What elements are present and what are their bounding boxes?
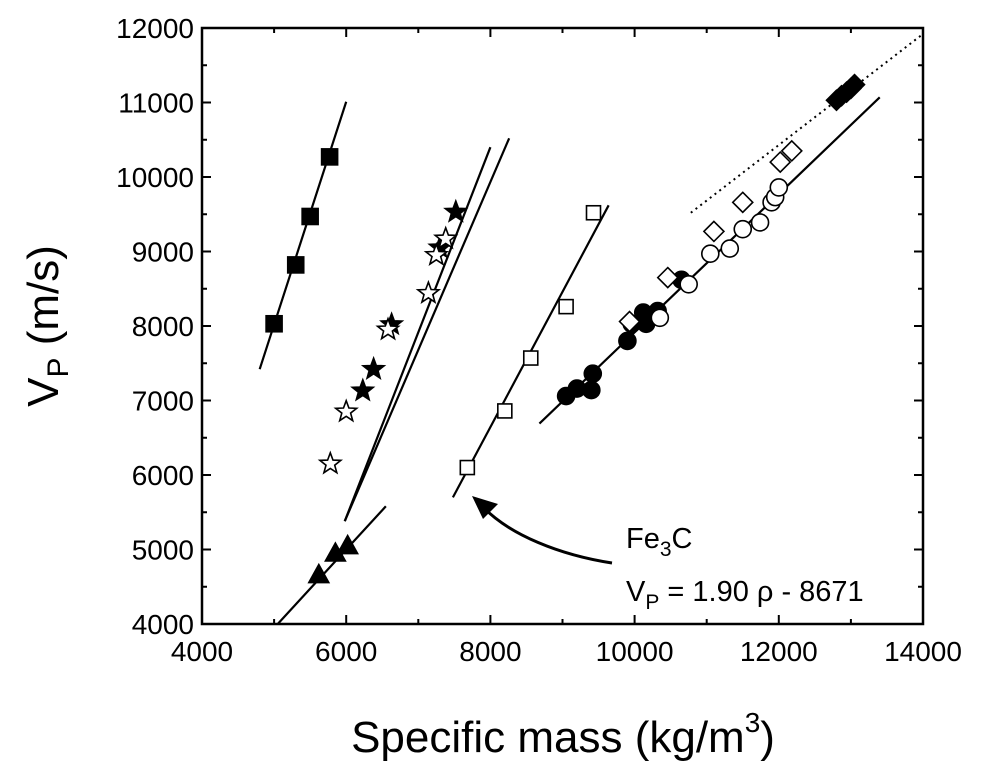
- y-axis-title-main: V: [19, 377, 68, 407]
- square-marker-filled: [320, 148, 339, 166]
- formula-subscript: 3: [660, 538, 672, 561]
- x-axis-title-superscript: 3: [745, 707, 761, 738]
- y-tick-label: 10000: [116, 162, 194, 193]
- square-marker-open: [558, 298, 574, 315]
- ticks-layer: 4000 6000 8000 10000 12000 14000 4000 5000 6000 7…: [116, 13, 962, 667]
- y-axis-title-tail: (m/s): [19, 245, 68, 357]
- star-marker-open: [317, 450, 344, 475]
- circle-marker-filled: [583, 364, 603, 383]
- fit-line: [343, 137, 511, 522]
- annotation-equation: VP = 1.90 ρ - 8671: [626, 576, 864, 614]
- markers-layer: [265, 73, 866, 584]
- circle-marker-filled: [582, 380, 601, 400]
- diamond-marker-open: [656, 266, 679, 289]
- diamond-marker-filled: [843, 73, 866, 96]
- y-tick-label: 11000: [118, 88, 194, 119]
- star-marker-filled: [443, 198, 469, 223]
- fit-lines-layer: [258, 33, 924, 625]
- equation-rhs: = 1.90 ρ - 8671: [659, 576, 863, 608]
- y-tick-label: 7000: [132, 386, 194, 417]
- star-marker-filled: [350, 377, 376, 402]
- star-marker-open: [433, 225, 459, 250]
- star-marker-filled: [360, 355, 387, 380]
- annotation-arrowhead: [472, 496, 498, 519]
- circle-marker-open: [650, 308, 670, 328]
- square-marker-filled: [265, 314, 283, 333]
- square-marker-open: [459, 459, 476, 476]
- star-marker-open: [375, 316, 401, 341]
- x-tick-label: 10000: [596, 636, 674, 667]
- square-marker-open: [522, 350, 539, 366]
- equation-lhs-subscript: P: [645, 591, 659, 614]
- fit-line: [276, 505, 387, 625]
- circle-marker-open: [679, 274, 698, 294]
- x-tick-label: 14000: [884, 636, 962, 667]
- diamond-marker-open: [769, 150, 792, 174]
- annotation: Fe3C VP = 1.90 ρ - 8671: [472, 496, 864, 614]
- circle-marker-filled: [618, 331, 637, 351]
- circle-marker-open: [733, 219, 753, 239]
- x-axis-title-main: Specific mass (kg/m: [351, 713, 745, 762]
- annotation-arrow-curve: [481, 505, 613, 565]
- diamond-marker-open: [731, 191, 754, 214]
- formula-name: Fe: [626, 523, 660, 555]
- triangle-marker-filled: [307, 562, 331, 584]
- y-tick-label: 5000: [132, 535, 194, 566]
- annotation-formula: Fe3C: [626, 523, 692, 561]
- equation-lhs: V: [626, 576, 646, 608]
- x-axis-title-tail: ): [760, 713, 775, 762]
- circle-marker-open: [720, 239, 740, 258]
- x-tick-label: 4000: [171, 636, 233, 667]
- formula-tail: C: [672, 523, 693, 555]
- circle-marker-open: [769, 178, 789, 197]
- circle-marker-open: [750, 213, 770, 232]
- x-axis-title: Specific mass (kg/m3): [351, 707, 775, 762]
- y-tick-label: 6000: [132, 460, 194, 491]
- x-tick-label: 6000: [315, 636, 377, 667]
- diamond-marker-open: [780, 139, 803, 163]
- diamond-marker-open: [702, 220, 726, 243]
- y-tick-label: 12000: [116, 13, 194, 44]
- square-marker-filled: [301, 207, 319, 226]
- x-tick-label: 8000: [459, 636, 521, 667]
- star-marker-open: [423, 241, 450, 266]
- y-tick-label: 4000: [132, 609, 194, 640]
- y-axis-title: VP (m/s): [19, 245, 75, 407]
- circle-marker-open: [701, 244, 720, 264]
- fit-line-dotted: [690, 33, 924, 214]
- square-marker-open: [497, 403, 513, 419]
- triangle-marker-filled: [336, 533, 360, 555]
- x-tick-label: 12000: [740, 636, 818, 667]
- diamond-marker-open: [618, 310, 641, 333]
- y-tick-label: 9000: [132, 237, 194, 268]
- square-marker-open: [585, 204, 602, 221]
- y-tick-label: 8000: [132, 311, 194, 342]
- star-marker-open: [333, 398, 359, 423]
- y-axis-title-subscript: P: [42, 358, 75, 378]
- star-marker-open: [415, 279, 442, 304]
- square-marker-filled: [286, 256, 305, 274]
